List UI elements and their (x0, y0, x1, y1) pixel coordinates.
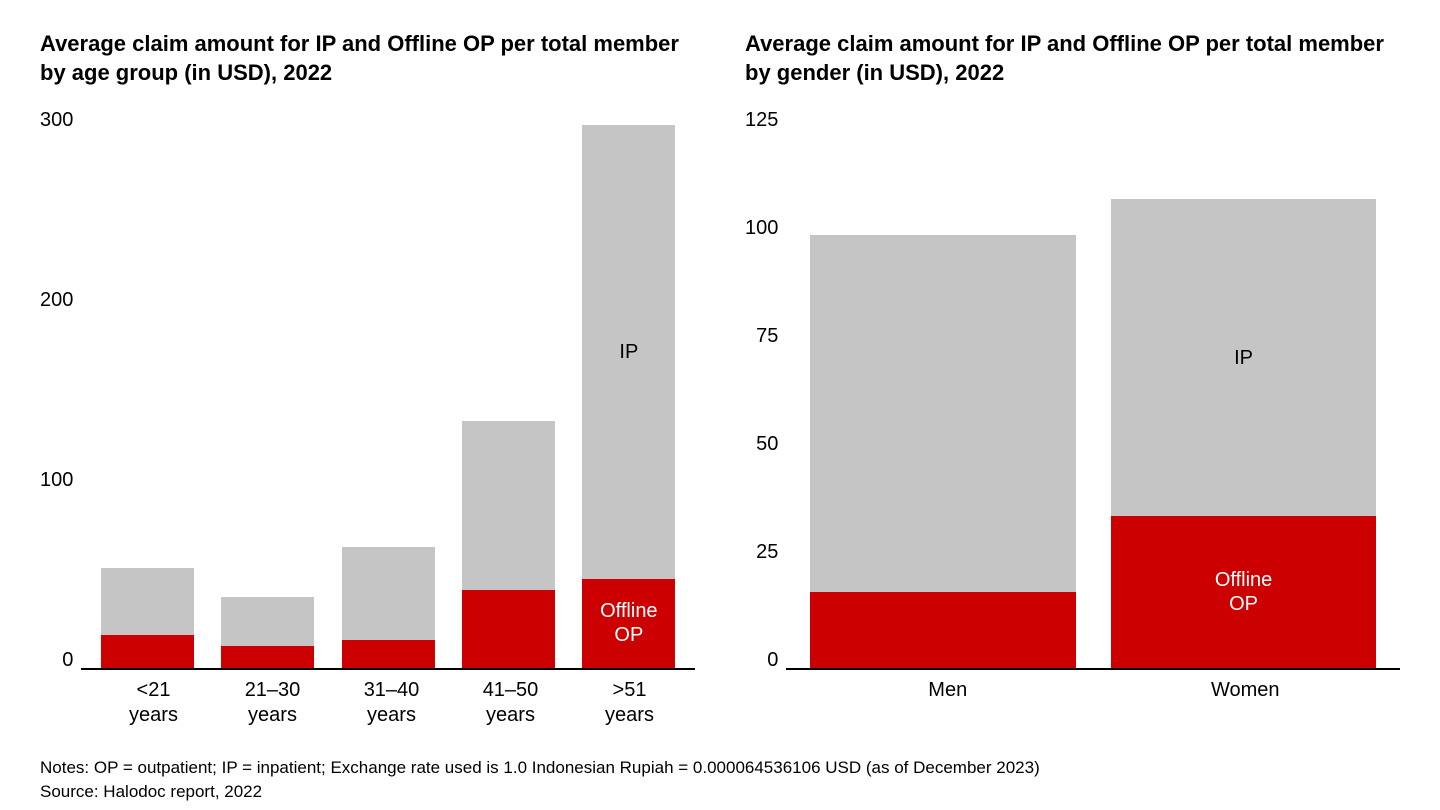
ip-segment (221, 597, 314, 645)
bar-slot (328, 110, 448, 668)
bar-slot (208, 110, 328, 668)
ip-segment: IP (1111, 199, 1377, 516)
x-axis-label: >51 years (570, 678, 689, 728)
ytick: 125 (745, 110, 778, 130)
offline-op-segment (101, 635, 194, 668)
ytick: 50 (756, 434, 778, 454)
offline-op-segment: Offline OP (582, 579, 675, 668)
gender-chart-title: Average claim amount for IP and Offline … (745, 30, 1400, 90)
ytick: 200 (40, 290, 73, 310)
stacked-bar (342, 547, 435, 668)
bar-slot (792, 110, 1093, 668)
bar-slot (448, 110, 568, 668)
stacked-bar (810, 235, 1076, 668)
ytick: 25 (756, 542, 778, 562)
bar-slot: IP Offline OP (569, 110, 689, 668)
ip-series-label: IP (619, 340, 638, 364)
offline-op-segment (342, 640, 435, 668)
bar-slot (87, 110, 207, 668)
ip-segment (462, 421, 555, 590)
x-axis-label: 41–50 years (451, 678, 570, 728)
ip-segment (810, 235, 1076, 592)
offline-op-segment (221, 646, 314, 668)
ytick: 0 (767, 650, 778, 670)
gender-chart-panel: Average claim amount for IP and Offline … (745, 30, 1400, 728)
gender-chart-bars: IP Offline OP (786, 110, 1400, 670)
x-axis-label: <21 years (94, 678, 213, 728)
ip-series-label: IP (1234, 346, 1253, 370)
x-axis-label: 21–30 years (213, 678, 332, 728)
x-axis-label: Women (1097, 678, 1395, 703)
ytick: 100 (745, 218, 778, 238)
age-chart-y-axis: 300 200 100 0 (40, 110, 81, 670)
age-chart-x-axis: <21 years21–30 years31–40 years41–50 yea… (40, 678, 695, 728)
gender-chart-plot: 125 100 75 50 25 0 IP Offline OP (745, 110, 1400, 670)
ytick: 0 (62, 650, 73, 670)
offline-op-segment (810, 592, 1076, 668)
offline-op-series-label: Offline OP (600, 599, 657, 647)
age-chart-panel: Average claim amount for IP and Offline … (40, 30, 695, 728)
stacked-bar (462, 421, 555, 668)
ip-segment (342, 547, 435, 640)
stacked-bar: IP Offline OP (582, 125, 675, 668)
ip-segment: IP (582, 125, 675, 579)
x-axis-label: 31–40 years (332, 678, 451, 728)
offline-op-segment: Offline OP (1111, 516, 1377, 668)
bar-slot: IP Offline OP (1093, 110, 1394, 668)
footer-source: Source: Halodoc report, 2022 (40, 780, 1400, 804)
footer-notes: Notes: OP = outpatient; IP = inpatient; … (40, 756, 1400, 780)
ytick: 300 (40, 110, 73, 130)
chart-footer: Notes: OP = outpatient; IP = inpatient; … (40, 756, 1400, 804)
ytick: 75 (756, 326, 778, 346)
age-chart-bars: IP Offline OP (81, 110, 695, 670)
gender-chart-x-axis: MenWomen (745, 678, 1400, 703)
age-chart-title: Average claim amount for IP and Offline … (40, 30, 695, 90)
x-axis-label: Men (799, 678, 1097, 703)
gender-chart-y-axis: 125 100 75 50 25 0 (745, 110, 786, 670)
age-chart-plot: 300 200 100 0 IP Offline OP (40, 110, 695, 670)
stacked-bar (101, 568, 194, 668)
ytick: 100 (40, 470, 73, 490)
stacked-bar: IP Offline OP (1111, 199, 1377, 668)
offline-op-segment (462, 590, 555, 668)
ip-segment (101, 568, 194, 635)
stacked-bar (221, 597, 314, 668)
offline-op-series-label: Offline OP (1215, 568, 1272, 616)
